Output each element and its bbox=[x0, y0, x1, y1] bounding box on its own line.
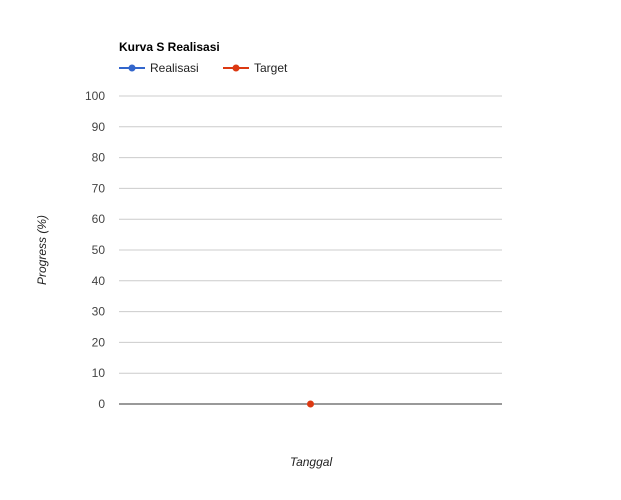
legend-marker-target bbox=[232, 64, 240, 72]
legend: Realisasi Target bbox=[119, 61, 288, 75]
y-tick-label: 70 bbox=[92, 181, 106, 195]
y-axis-ticks: 0 10 20 30 40 50 60 70 80 90 100 bbox=[85, 89, 105, 411]
legend-marker-realisasi bbox=[128, 64, 136, 72]
y-tick-label: 30 bbox=[92, 305, 106, 319]
y-tick-label: 10 bbox=[92, 366, 106, 380]
chart-title: Kurva S Realisasi bbox=[119, 40, 220, 54]
legend-label-target: Target bbox=[254, 61, 288, 75]
data-point-target[interactable] bbox=[307, 400, 314, 408]
y-tick-label: 100 bbox=[85, 89, 105, 103]
legend-label-realisasi: Realisasi bbox=[150, 61, 199, 75]
gridlines bbox=[119, 95, 502, 374]
y-tick-label: 50 bbox=[92, 243, 106, 257]
y-tick-label: 40 bbox=[92, 274, 106, 288]
y-tick-label: 20 bbox=[92, 335, 106, 349]
y-axis-title: Progress (%) bbox=[35, 215, 49, 285]
legend-item-target[interactable]: Target bbox=[223, 61, 288, 75]
y-tick-label: 90 bbox=[92, 120, 106, 134]
y-tick-label: 0 bbox=[98, 397, 105, 411]
legend-item-realisasi[interactable]: Realisasi bbox=[119, 61, 199, 75]
y-tick-label: 60 bbox=[92, 212, 106, 226]
data-marks bbox=[307, 400, 314, 408]
x-axis-title: Tanggal bbox=[290, 455, 333, 469]
y-tick-label: 80 bbox=[92, 151, 106, 165]
